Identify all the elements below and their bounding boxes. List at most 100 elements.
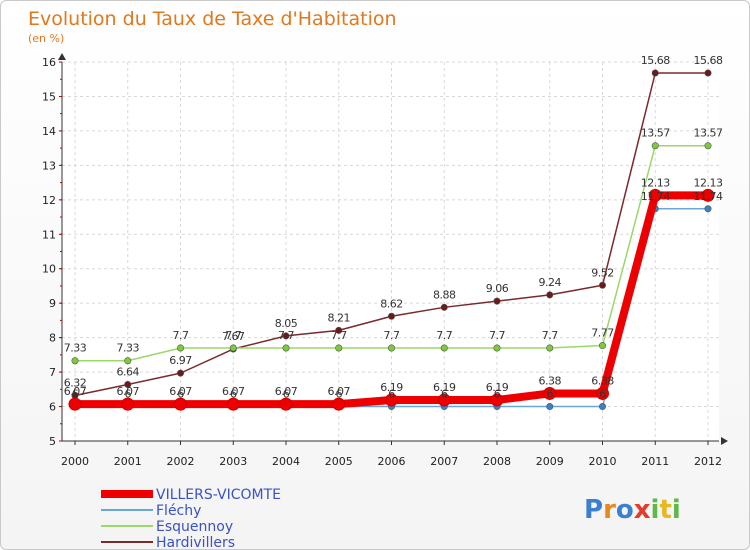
data-point <box>598 281 606 289</box>
legend-label: VILLERS-VICOMTE <box>156 487 281 503</box>
data-label: 8.05 <box>275 317 298 330</box>
data-point <box>385 393 398 407</box>
data-label: 8.62 <box>380 297 403 310</box>
data-point <box>596 386 609 400</box>
data-point <box>387 312 395 320</box>
data-point <box>546 344 554 352</box>
data-point <box>387 344 395 352</box>
series-layer <box>68 69 715 411</box>
data-label: 6.32 <box>64 377 87 390</box>
legend-label: Hardivillers <box>156 535 235 549</box>
data-label: 12.13 <box>694 176 723 189</box>
series-villers-vicomte <box>68 188 715 411</box>
data-point <box>71 357 79 365</box>
data-label: 6 <box>599 388 606 401</box>
y-tick-label: 5 <box>49 435 56 448</box>
data-label: 9.06 <box>486 282 509 295</box>
data-label: 6.07 <box>117 385 140 398</box>
data-label: 6 <box>125 388 132 401</box>
x-tick-label: 2010 <box>589 455 617 468</box>
legend-item: Fléchy <box>101 503 201 519</box>
data-label: 6 <box>230 388 237 401</box>
data-label: 6 <box>336 388 343 401</box>
y-tick-label: 12 <box>42 194 56 207</box>
data-point <box>440 303 448 311</box>
data-label: 6 <box>177 388 184 401</box>
data-point <box>704 205 712 213</box>
data-point <box>177 344 185 352</box>
data-label: 6.38 <box>591 374 614 387</box>
x-tick-label: 2000 <box>61 455 89 468</box>
x-tick-label: 2011 <box>641 455 669 468</box>
y-tick-label: 6 <box>49 401 56 414</box>
logo-letter: x <box>634 495 651 525</box>
data-label: 6.19 <box>380 381 403 394</box>
data-label: 6.07 <box>275 385 298 398</box>
x-tick-label: 2005 <box>325 455 353 468</box>
x-axis-arrow <box>721 437 728 445</box>
data-point <box>229 344 237 352</box>
data-label: 8.21 <box>328 311 351 324</box>
data-label: 7.7 <box>225 329 241 342</box>
data-label: 6.19 <box>486 381 509 394</box>
data-label: 6 <box>283 388 290 401</box>
data-point <box>124 380 132 388</box>
data-point <box>121 397 135 411</box>
data-point <box>546 291 554 299</box>
logo-letter: P <box>584 495 603 525</box>
x-tick-label: 2002 <box>167 455 195 468</box>
data-point <box>704 142 712 150</box>
logo-letter: i <box>672 495 681 525</box>
x-tick-label: 2008 <box>483 455 511 468</box>
legend-label: Esquennoy <box>156 519 233 535</box>
data-point <box>335 344 343 352</box>
y-tick-label: 10 <box>42 263 56 276</box>
data-point <box>493 297 501 305</box>
data-label: 6.07 <box>169 385 192 398</box>
chart-subtitle: (en %) <box>28 32 64 45</box>
data-label: 6.07 <box>328 385 351 398</box>
legend-item: Hardivillers <box>101 535 235 549</box>
data-label: 13.57 <box>641 127 670 140</box>
data-label: 6.07 <box>64 385 87 398</box>
data-point <box>648 188 662 202</box>
y-axis-arrow <box>58 53 66 60</box>
data-label: 7.7 <box>384 329 400 342</box>
series-esquennoy <box>71 142 712 365</box>
data-labels-layer: 6.32 6.64 6.97 7.67 8.05 8.21 8.62 8.88 9.06 9.24… <box>64 54 724 401</box>
data-point <box>440 344 448 352</box>
data-point <box>546 403 554 411</box>
data-label: 7.33 <box>117 342 140 355</box>
legend-item: VILLERS-VICOMTE <box>101 487 281 503</box>
data-label: 15.68 <box>694 54 723 67</box>
y-tick-label: 11 <box>42 228 56 241</box>
x-tick-label: 2007 <box>430 455 458 468</box>
data-label: 12.13 <box>641 176 670 189</box>
chart-title: Evolution du Taux de Taxe d'Habitation <box>28 8 397 30</box>
x-tick-label: 2009 <box>536 455 564 468</box>
y-tick-label: 9 <box>49 297 56 310</box>
data-label: 7.7 <box>331 329 347 342</box>
data-point <box>279 397 293 411</box>
data-label: 6 <box>441 388 448 401</box>
data-label: 7.7 <box>542 329 558 342</box>
x-tick-label: 2004 <box>272 455 300 468</box>
data-label: 7.33 <box>64 342 87 355</box>
data-label: 6.38 <box>539 374 562 387</box>
logo-letter: o <box>616 495 634 525</box>
y-tick-label: 16 <box>42 56 56 69</box>
data-point <box>651 142 659 150</box>
x-tick-label: 2001 <box>114 455 142 468</box>
data-label: 7.7 <box>489 329 505 342</box>
data-label: 7.7 <box>173 329 189 342</box>
x-tick-label: 2012 <box>694 455 722 468</box>
data-point <box>704 69 712 77</box>
data-point <box>332 397 346 411</box>
data-point <box>174 397 187 411</box>
data-point <box>543 386 557 400</box>
data-point <box>701 188 715 202</box>
data-label: 15.68 <box>641 54 670 67</box>
data-point <box>124 357 132 365</box>
axes-layer: 5 6 7 8 9 10 11 12 13 14 15 16 2000 2001 2002 2003 2004 2… <box>42 53 728 468</box>
